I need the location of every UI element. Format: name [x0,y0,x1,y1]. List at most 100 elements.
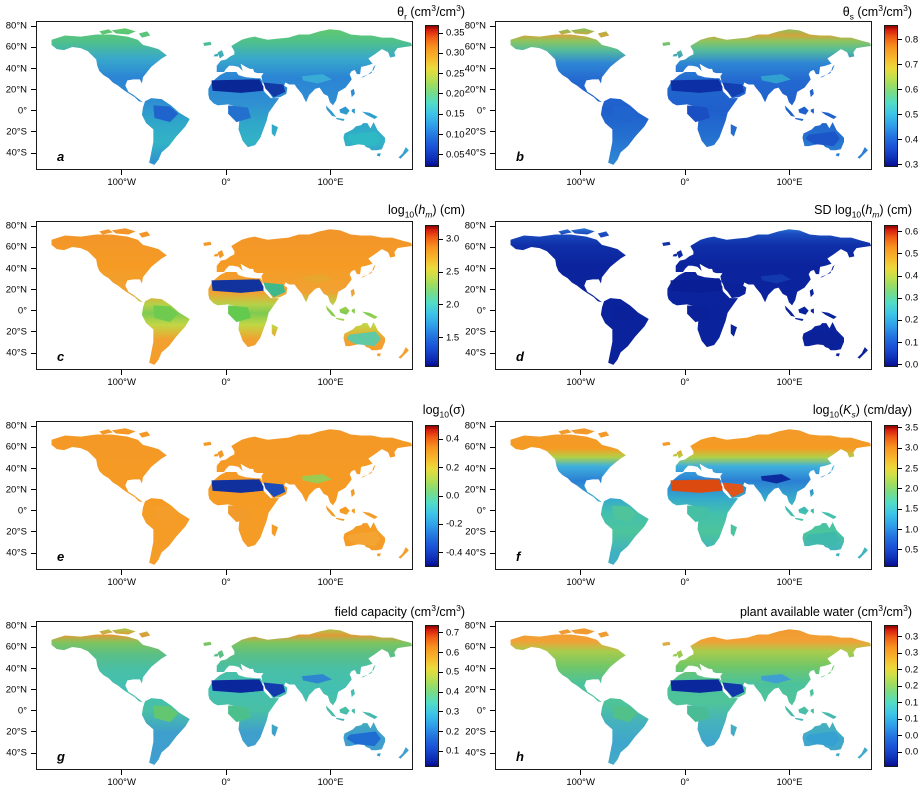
colorbar-tick-label: 0.2 [446,462,460,474]
colorbar [884,225,898,367]
lat-tick-label: 20°N [464,484,486,496]
tick-mark [439,652,443,654]
tick-mark [490,489,495,491]
colorbar-tick-label: 0.8 [905,34,918,46]
colorbar-tick-label: 0.35 [905,631,918,643]
tick-mark [898,636,902,638]
panel-letter: g [57,749,65,764]
tick-mark [490,510,495,512]
sahara-region [211,479,264,493]
world-map [510,428,871,565]
tick-mark [898,488,902,490]
tick-mark [490,625,495,627]
colorbar-tick-label: 0.3 [905,159,918,171]
colorbar-tick-label: 0.7 [905,59,918,71]
latitude-axis: 80°N 60°N 40°N 20°N 0° 20°S 40°S [0,421,36,570]
colorbar-tick-label: 3.0 [446,233,460,245]
panel-title: field capacity (cm3/cm3) [334,603,465,620]
landmass [510,428,871,565]
longitude-axis: 100°W 0° 100°E [495,370,872,394]
lat-tick-label: 40°N [5,663,27,675]
tick-mark [898,669,902,671]
lon-tick-label: 0° [221,777,231,788]
latitude-axis: 80°N 60°N 40°N 20°N 0° 20°S 40°S [0,221,36,370]
colorbar-tick-label: 0.1 [446,745,460,757]
tick-mark [898,164,902,166]
tick-mark [31,489,36,491]
colorbar-tick-label: 0.30 [446,47,465,59]
lat-tick-label: 0° [476,505,486,517]
lat-tick-label: 60°N [5,41,27,53]
colorbar-tick-label: 0.5 [905,109,918,121]
lon-tick-label: 100°W [107,777,136,788]
map-plot-area: h [495,621,872,770]
tick-mark [898,751,902,753]
panel-h: plant available water (cm3/cm3) 80°N 60°N… [459,600,918,800]
tick-mark [580,370,582,375]
lat-tick-label: 40°N [5,463,27,475]
colorbar-tick-label: 0.6 [446,647,460,659]
tick-mark [121,170,123,175]
tick-mark [31,289,36,291]
tick-mark [490,331,495,333]
map-plot-area: a [36,21,413,170]
colorbar [884,25,898,167]
tick-mark [31,710,36,712]
landmass [510,28,871,165]
lat-tick-label: 0° [17,505,27,517]
lon-tick-label: 100°E [317,377,344,388]
lat-tick-label: 20°S [6,126,27,138]
tick-mark [439,271,443,273]
tick-mark [898,364,902,366]
tick-mark [31,131,36,133]
colorbar-tick-label: 0.20 [905,680,918,692]
tick-mark [439,552,443,554]
lat-tick-label: 20°S [6,526,27,538]
colorbar-tick-label: 2.0 [905,483,918,495]
colorbar-tick-label: 0.20 [446,88,465,100]
map-plot-area: e [36,421,413,570]
colorbar-tick-label: 3.0 [905,442,918,454]
panel-title: plant available water (cm3/cm3) [739,603,912,620]
tick-mark [898,319,902,321]
sahara-region [211,279,264,293]
tick-mark [490,446,495,448]
lat-tick-label: 20°S [465,126,486,138]
tick-mark [490,46,495,48]
panel-letter: c [57,349,65,364]
tick-mark [329,170,331,175]
panel-title: SD log10(hm) (cm) [814,203,912,220]
panel-e: log10(σ) 80°N 60°N 40°N 20°N 0° 20°S 40°S e 10… [0,400,465,600]
colorbar-tick-label: 0.10 [446,129,465,141]
colorbar-tick-label: 0.0 [446,490,460,502]
tick-mark [31,246,36,248]
lon-tick-label: 0° [221,377,231,388]
lon-tick-label: 100°W [566,577,595,588]
tick-mark [225,170,227,175]
tick-mark [898,427,902,429]
colorbar-tick-label: 3.5 [905,422,918,434]
tick-mark [31,552,36,554]
tick-mark [580,770,582,775]
latitude-axis: 80°N 60°N 40°N 20°N 0° 20°S 40°S [0,21,36,170]
lat-tick-label: 80°N [5,420,27,432]
lat-tick-label: 20°S [6,326,27,338]
tick-mark [439,32,443,34]
lat-tick-label: 0° [476,105,486,117]
lon-tick-label: 100°E [776,177,803,188]
lat-tick-label: 40°S [6,547,27,559]
tick-mark [490,668,495,670]
colorbar-tick-label: 0.4 [446,433,460,445]
panel-letter: a [57,149,65,164]
colorbar-tick-label: -0.2 [446,518,463,530]
tick-mark [898,64,902,66]
panel-title: log10(hm) (cm) [388,203,465,220]
lat-tick-label: 80°N [464,220,486,232]
lon-tick-label: 100°E [317,777,344,788]
colorbar-ticks: 0.1 0.2 0.3 0.4 0.5 0.6 0.7 [439,625,469,767]
colorbar [884,625,898,767]
lat-tick-label: 40°S [465,547,486,559]
colorbar-tick-label: 0.7 [446,627,460,639]
panel-letter: f [516,549,521,564]
